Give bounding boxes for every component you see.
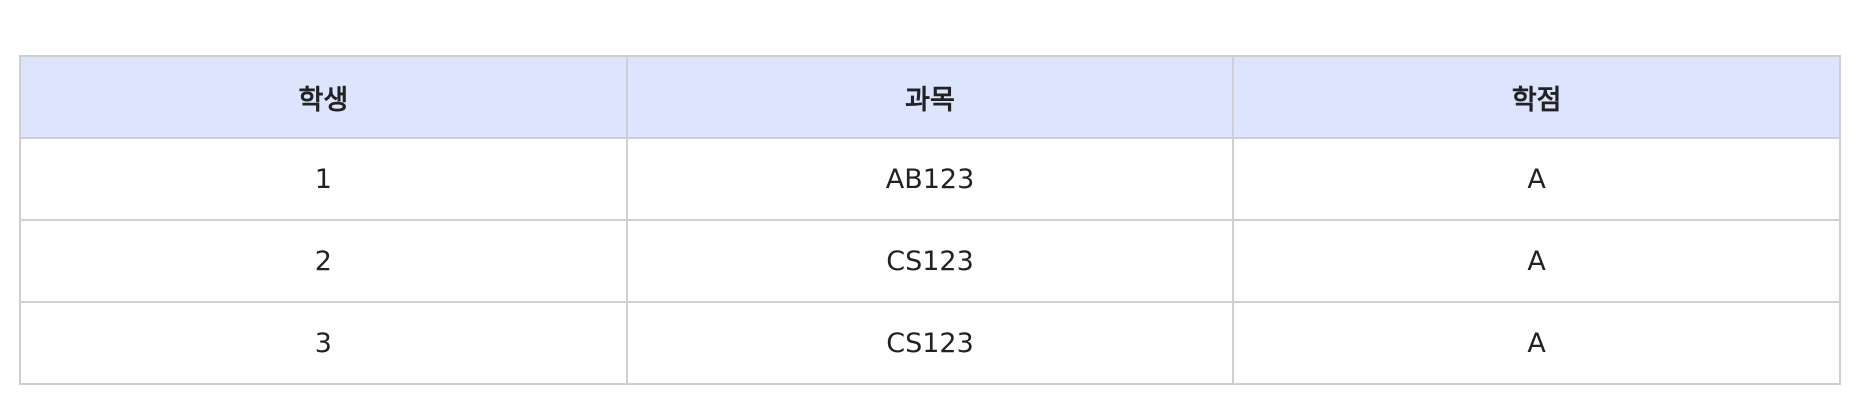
table-row: 2 CS123 A bbox=[19, 219, 1841, 303]
table-row: 1 AB123 A bbox=[19, 137, 1841, 221]
cell-course: CS123 bbox=[625, 219, 1235, 303]
cell-student: 1 bbox=[19, 137, 628, 221]
table-row: 3 CS123 A bbox=[19, 301, 1841, 385]
cell-grade: A bbox=[1232, 301, 1841, 385]
cell-student: 2 bbox=[19, 219, 628, 303]
header-grade: 학점 bbox=[1232, 55, 1841, 139]
cell-course: CS123 bbox=[625, 301, 1235, 385]
header-course: 과목 bbox=[625, 55, 1235, 139]
grade-table: 학생 과목 학점 1 AB123 A 2 CS123 A 3 CS123 A bbox=[19, 55, 1841, 385]
cell-grade: A bbox=[1232, 219, 1841, 303]
cell-grade: A bbox=[1232, 137, 1841, 221]
cell-student: 3 bbox=[19, 301, 628, 385]
header-student: 학생 bbox=[19, 55, 628, 139]
cell-course: AB123 bbox=[625, 137, 1235, 221]
table-header-row: 학생 과목 학점 bbox=[19, 55, 1841, 139]
